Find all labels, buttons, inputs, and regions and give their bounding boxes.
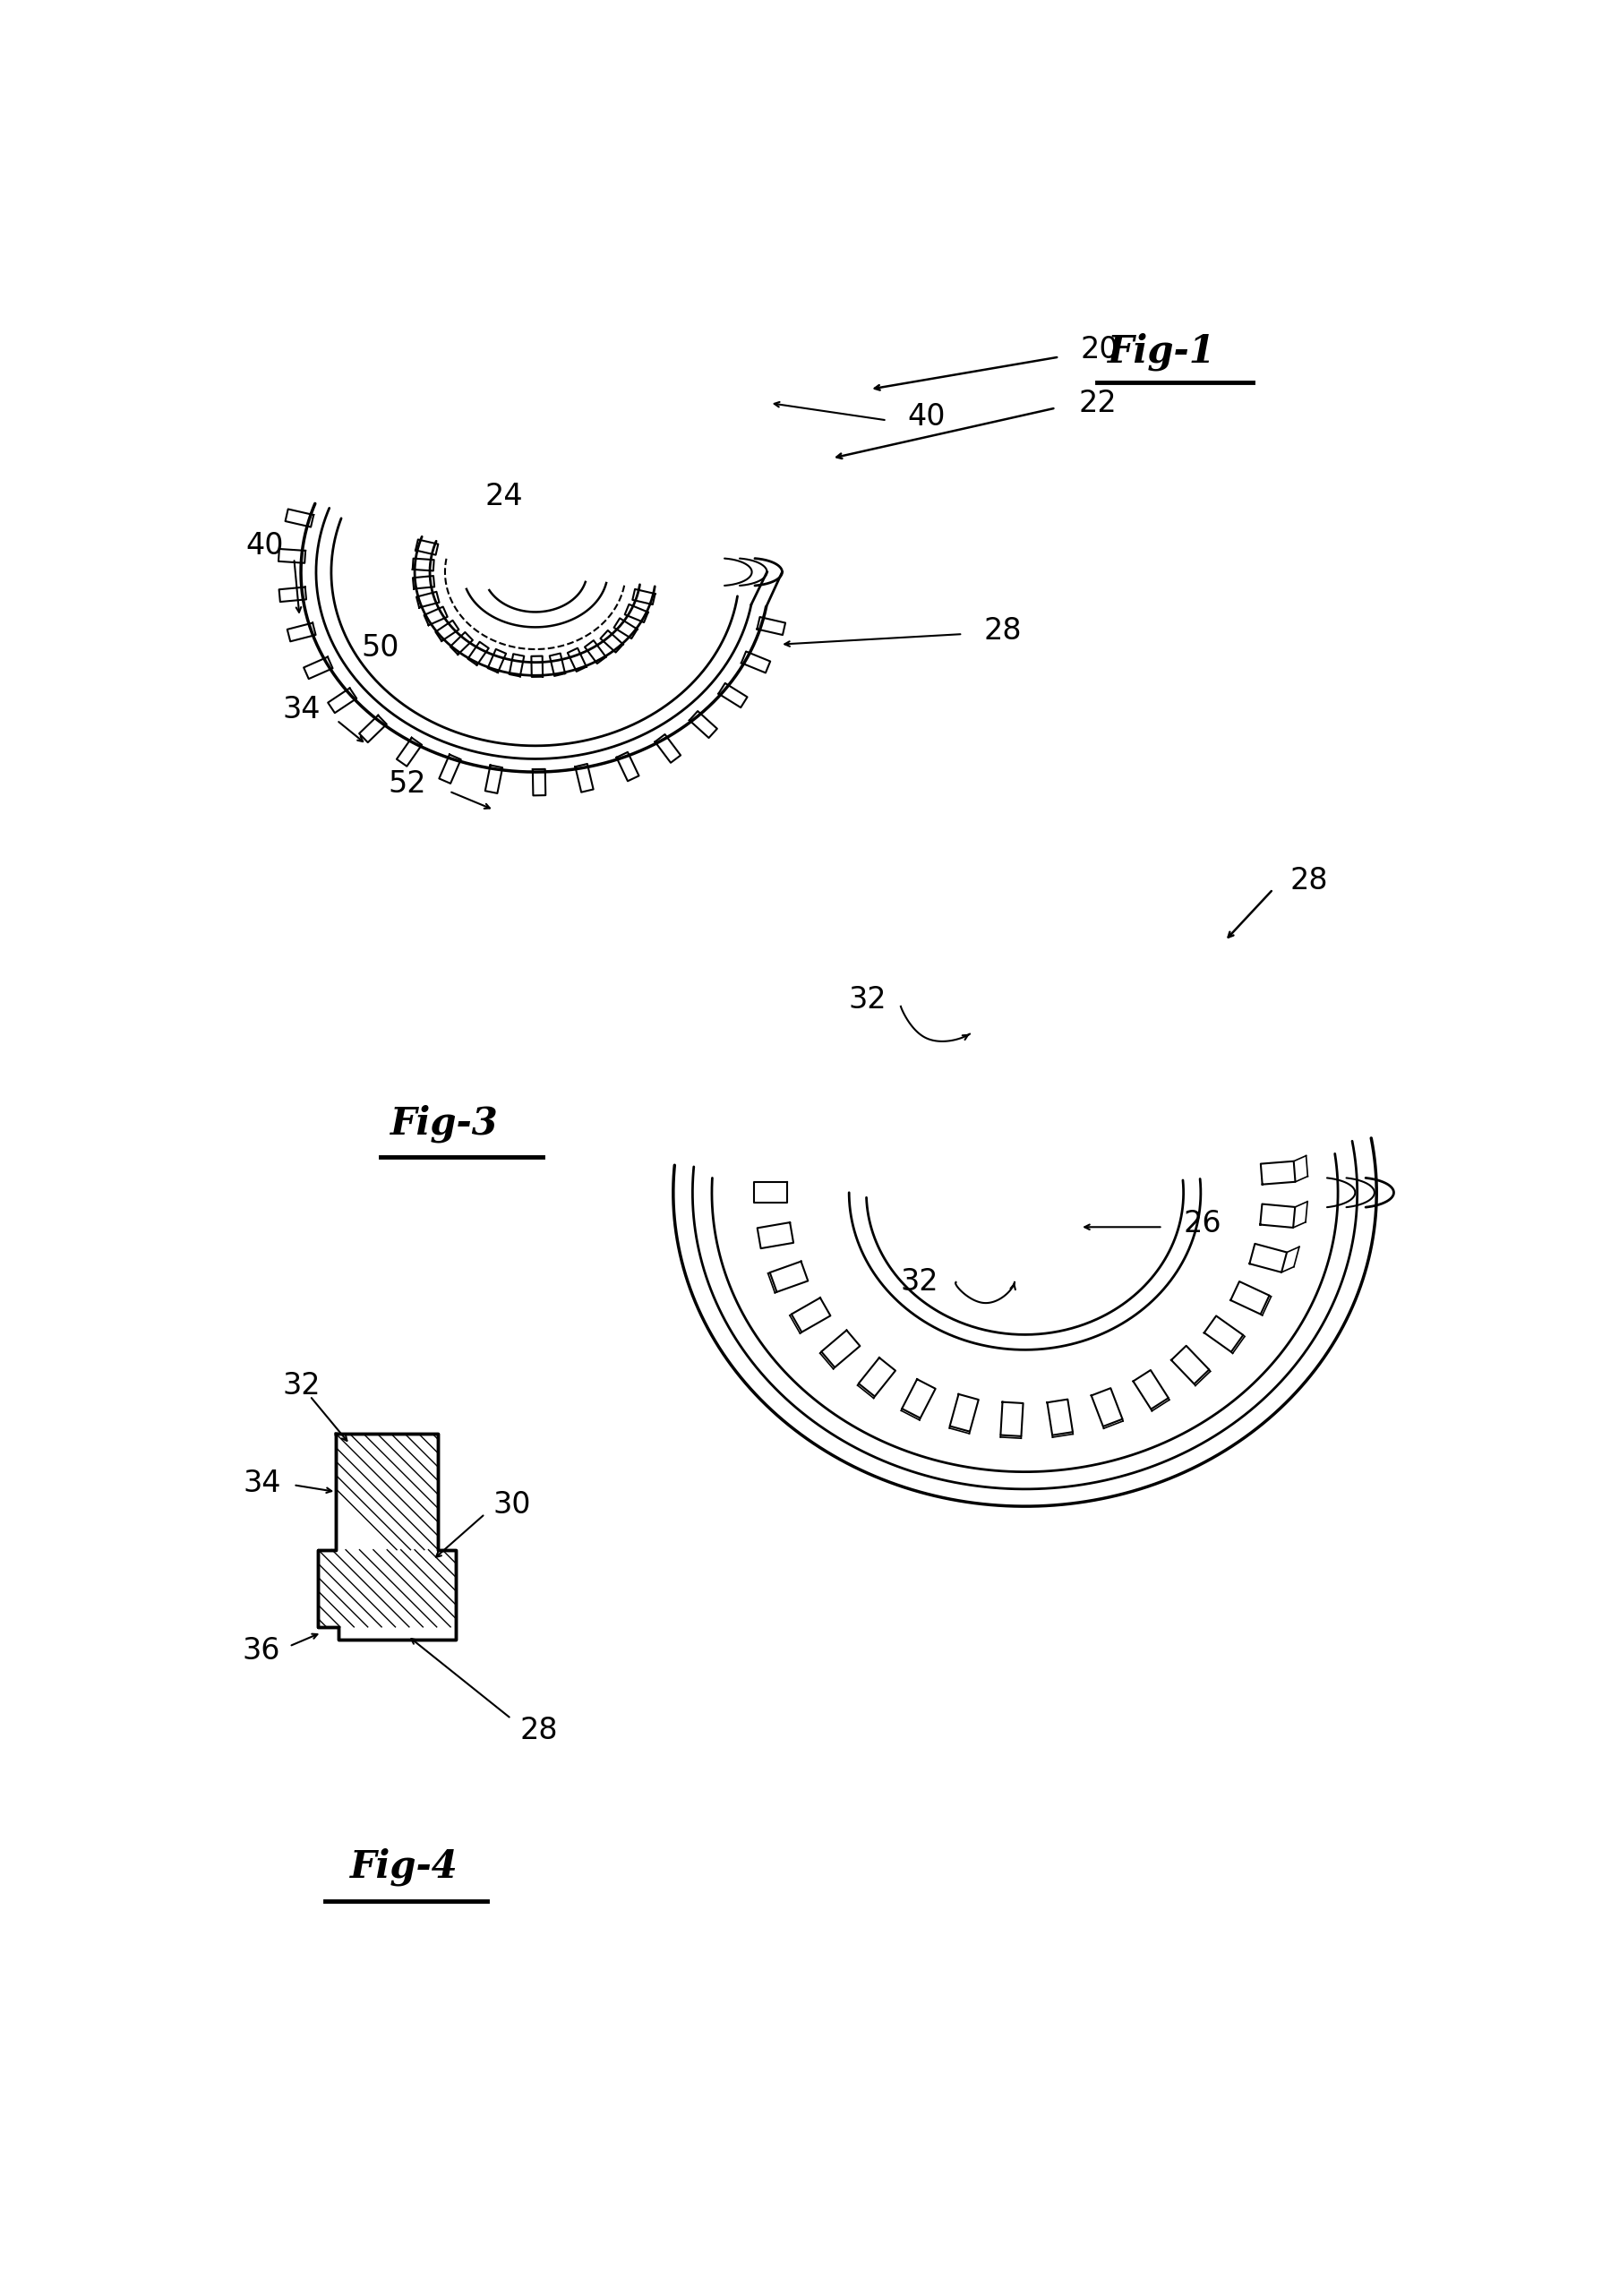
- Text: 26: 26: [1182, 1208, 1221, 1238]
- Text: 28: 28: [519, 1715, 557, 1745]
- Text: 50: 50: [360, 634, 399, 664]
- Text: 30: 30: [493, 1490, 530, 1520]
- Text: 32: 32: [849, 985, 886, 1015]
- Text: 40: 40: [907, 402, 945, 432]
- Text: Fig-3: Fig-3: [391, 1104, 498, 1143]
- Text: 32: 32: [282, 1371, 320, 1401]
- Text: 28: 28: [984, 615, 1020, 645]
- Text: Fig-4: Fig-4: [351, 1848, 458, 1885]
- Text: 22: 22: [1078, 388, 1117, 418]
- Text: 36: 36: [242, 1637, 280, 1667]
- Text: 20: 20: [1080, 335, 1118, 365]
- Text: 34: 34: [282, 696, 320, 726]
- Text: 52: 52: [388, 769, 426, 799]
- Text: 24: 24: [485, 482, 524, 512]
- Text: 28: 28: [1290, 866, 1328, 895]
- Text: 34: 34: [244, 1469, 280, 1499]
- Text: Fig-1: Fig-1: [1107, 333, 1214, 370]
- Text: 32: 32: [900, 1267, 939, 1297]
- Text: 40: 40: [245, 530, 284, 560]
